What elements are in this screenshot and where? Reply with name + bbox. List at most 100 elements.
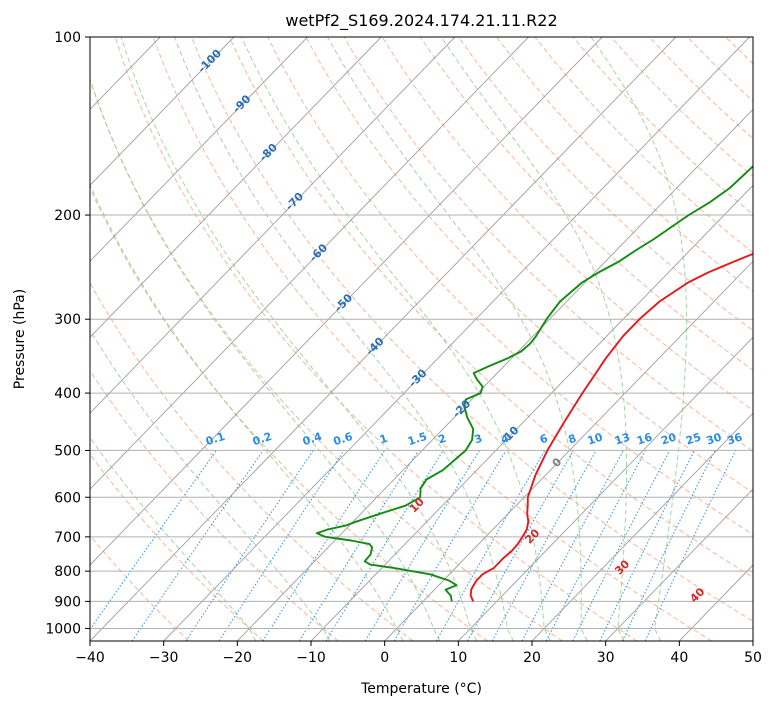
mixing-ratio-label: 8	[567, 432, 578, 447]
isotherm-line	[237, 108, 753, 641]
mixing-ratio-line	[218, 450, 345, 641]
moist-adiabat-line	[174, 37, 515, 641]
y-tick-label: 200	[54, 208, 81, 224]
isotherm-line	[310, 184, 753, 641]
moist-adiabat-line	[590, 37, 688, 641]
x-tick-label: 20	[523, 650, 541, 666]
mixing-ratio-label: 0.1	[204, 430, 227, 448]
moist-adiabat-label: 20	[522, 526, 542, 546]
y-axis-label: Pressure (hPa)	[12, 289, 28, 389]
mixing-ratio-label: 0.4	[301, 430, 324, 448]
isotherm-line	[90, 37, 235, 186]
dry-adiabat-line	[305, 37, 753, 494]
mixing-ratio-line	[435, 450, 546, 641]
y-tick-label: 500	[54, 443, 81, 459]
mixing-ratio-label: 2	[436, 432, 447, 447]
mixing-ratio-label: 1	[378, 432, 389, 447]
dry-adiabat-line	[90, 453, 264, 641]
dry-adiabat-line	[152, 37, 712, 641]
x-tick-label: −10	[296, 650, 326, 666]
mixing-ratio-line	[521, 450, 624, 641]
dry-adiabat-line	[687, 37, 753, 102]
mixing-ratio-line	[364, 450, 480, 641]
plot-frame	[89, 36, 754, 642]
dry-adiabat-line	[229, 37, 753, 579]
mixing-ratio-line	[621, 450, 716, 641]
x-tick-label: 50	[744, 650, 762, 666]
isotherm-line	[90, 37, 529, 490]
mixing-ratio-label: 0.2	[251, 430, 274, 448]
x-tick-label: −30	[149, 650, 179, 666]
moist-adiabat-line	[327, 37, 588, 641]
x-axis: −40 −30 −20 −10 0 10 20 30 40 50	[75, 641, 762, 666]
mixing-ratio-line	[298, 450, 419, 641]
background-lines	[90, 37, 775, 641]
dry-adiabat-line	[572, 37, 753, 215]
mixing-ratio-line	[545, 450, 647, 641]
mixing-ratio-line	[599, 450, 695, 641]
dewpoint-line	[315, 164, 753, 602]
dry-adiabat-line	[648, 37, 753, 140]
y-tick-label: 700	[54, 530, 81, 546]
isotherm-line	[384, 260, 753, 641]
dry-adiabat-line	[90, 534, 190, 641]
mixing-ratio-label: 25	[684, 431, 703, 448]
mixing-ratio-label: 20	[659, 430, 678, 447]
y-tick-label: 300	[54, 312, 81, 328]
dry-adiabat-line	[90, 369, 339, 641]
isotherm-line	[458, 336, 753, 641]
isotherm-line	[752, 640, 753, 641]
y-tick-label: 600	[54, 490, 81, 506]
isotherm-line	[90, 37, 382, 338]
x-tick-label: −40	[75, 650, 105, 666]
mixing-ratio-label: 13	[613, 431, 632, 448]
moist-adiabat-line	[90, 183, 404, 641]
dry-adiabat-line	[725, 37, 753, 65]
mixing-ratio-line	[644, 450, 737, 641]
moist-adiabat-line	[240, 37, 551, 641]
mixing-ratio-label: 1.5	[406, 430, 429, 448]
y-tick-label: 1000	[45, 621, 81, 637]
mixing-ratio-label: 36	[725, 430, 744, 447]
isotherm-line	[605, 488, 753, 641]
mixing-ratio-line	[185, 450, 314, 641]
mixing-ratio-label: 10	[586, 430, 605, 447]
mixing-ratio-label: 30	[705, 430, 724, 447]
sounding-profiles	[315, 164, 753, 602]
mixing-ratio-label: 16	[635, 430, 654, 447]
x-tick-label: 40	[670, 650, 688, 666]
moist-adiabat-label: 40	[687, 585, 707, 605]
mixing-ratio-label: 6	[538, 432, 550, 447]
y-tick-label: 400	[54, 386, 81, 402]
y-axis: 100 200 300 400 500 600 700 800 900 1000	[45, 30, 90, 637]
y-tick-label: 900	[54, 594, 81, 610]
isotherm-line	[531, 412, 753, 641]
y-tick-label: 100	[54, 30, 81, 46]
x-tick-label: −20	[223, 650, 253, 666]
x-tick-label: 30	[597, 650, 615, 666]
dry-adiabat-line	[90, 281, 414, 641]
mixing-ratio-label: 3	[473, 432, 484, 447]
isotherm-line	[90, 37, 308, 262]
isotherm-line	[163, 37, 750, 641]
dry-adiabat-line	[90, 186, 488, 641]
x-tick-label: 10	[449, 650, 467, 666]
moist-adiabat-label: 30	[612, 557, 632, 577]
mixing-ratio-label: 4	[499, 432, 511, 447]
isotherm-line	[90, 37, 456, 414]
dry-adiabat-line	[114, 37, 638, 641]
mixing-ratio-line	[572, 450, 671, 641]
dry-adiabat-line	[90, 78, 563, 641]
mixing-ratio-line	[262, 450, 386, 641]
mixing-ratio-line	[90, 450, 217, 631]
y-tick-label: 800	[54, 564, 81, 580]
moist-adiabat-line	[90, 77, 441, 641]
dry-adiabat-line	[764, 37, 775, 641]
x-tick-label: 0	[380, 650, 389, 666]
chart-title: wetPf2_S169.2024.174.21.11.R22	[285, 11, 557, 31]
dry-adiabat-line	[343, 37, 753, 452]
isotherm-line	[90, 37, 603, 566]
moist-adiabat-line	[120, 37, 478, 641]
mixing-ratio-line	[131, 450, 264, 641]
